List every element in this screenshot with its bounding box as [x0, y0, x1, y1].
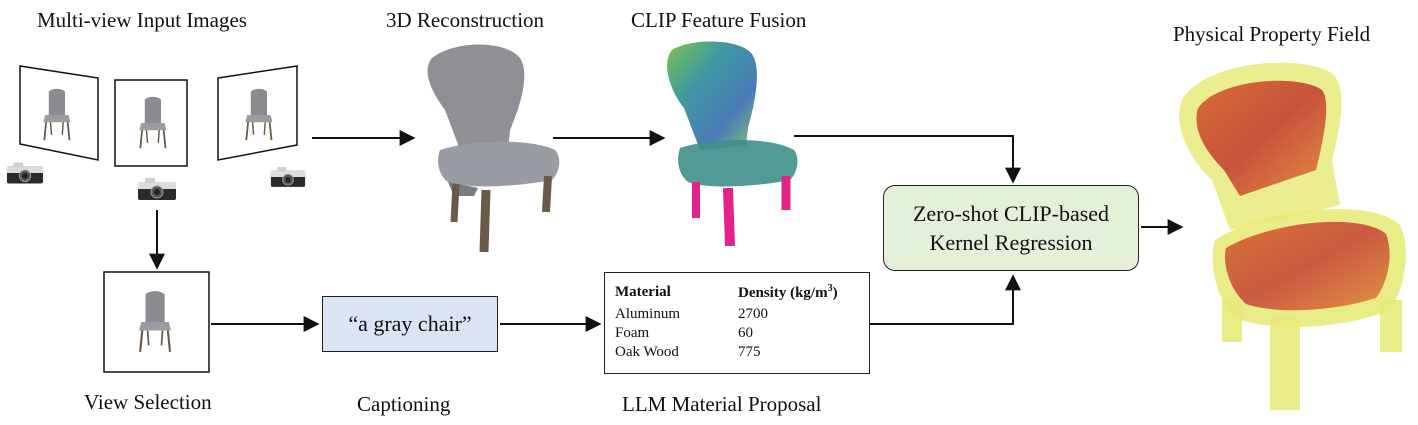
caption-text: “a gray chair” — [348, 311, 472, 336]
kernel-regression-box: Zero-shot CLIP-based Kernel Regression — [883, 185, 1139, 271]
table-row: Oak Wood 775 — [615, 343, 838, 362]
kernel-line-1: Zero-shot CLIP-based — [912, 201, 1110, 226]
table-row: Aluminum 2700 — [615, 305, 838, 324]
arrow-clip-to-kernel — [794, 135, 1021, 184]
kernel-line-2: Kernel Regression — [929, 230, 1093, 255]
input-view-left — [19, 65, 99, 161]
view-selection-box — [103, 271, 210, 373]
reconstruction-label: 3D Reconstruction — [386, 8, 545, 32]
camera-icon — [6, 162, 44, 184]
arrow-llm-to-kernel — [870, 274, 1021, 325]
material-cell: Foam — [615, 325, 650, 341]
captioning-label: Captioning — [357, 392, 451, 416]
clip-fusion-label: CLIP Feature Fusion — [631, 8, 807, 32]
llm-proposal-label: LLM Material Proposal — [622, 392, 822, 416]
density-cell: 2700 — [738, 306, 768, 322]
input-view-right — [217, 65, 298, 161]
table-row: Foam 60 — [615, 324, 838, 343]
camera-icon — [270, 166, 306, 188]
view-selection-label: View Selection — [84, 390, 212, 414]
material-header: Material — [615, 284, 671, 300]
input-view-center — [114, 79, 188, 167]
property-field-label: Physical Property Field — [1173, 22, 1371, 46]
property-field-chair — [1179, 62, 1406, 410]
material-cell: Oak Wood — [615, 344, 679, 360]
reconstruction-chair — [427, 44, 560, 253]
density-cell: 60 — [738, 325, 753, 341]
clip-feature-chair — [667, 41, 798, 247]
density-header: Density (kg/m3) — [738, 283, 838, 301]
density-cell: 775 — [738, 344, 761, 360]
multiview-label: Multi-view Input Images — [37, 8, 247, 32]
caption-box: “a gray chair” — [322, 296, 498, 352]
material-cell: Aluminum — [615, 306, 681, 322]
camera-icon — [137, 177, 177, 201]
material-table: Material Density (kg/m3) Aluminum 2700 F… — [604, 272, 870, 374]
